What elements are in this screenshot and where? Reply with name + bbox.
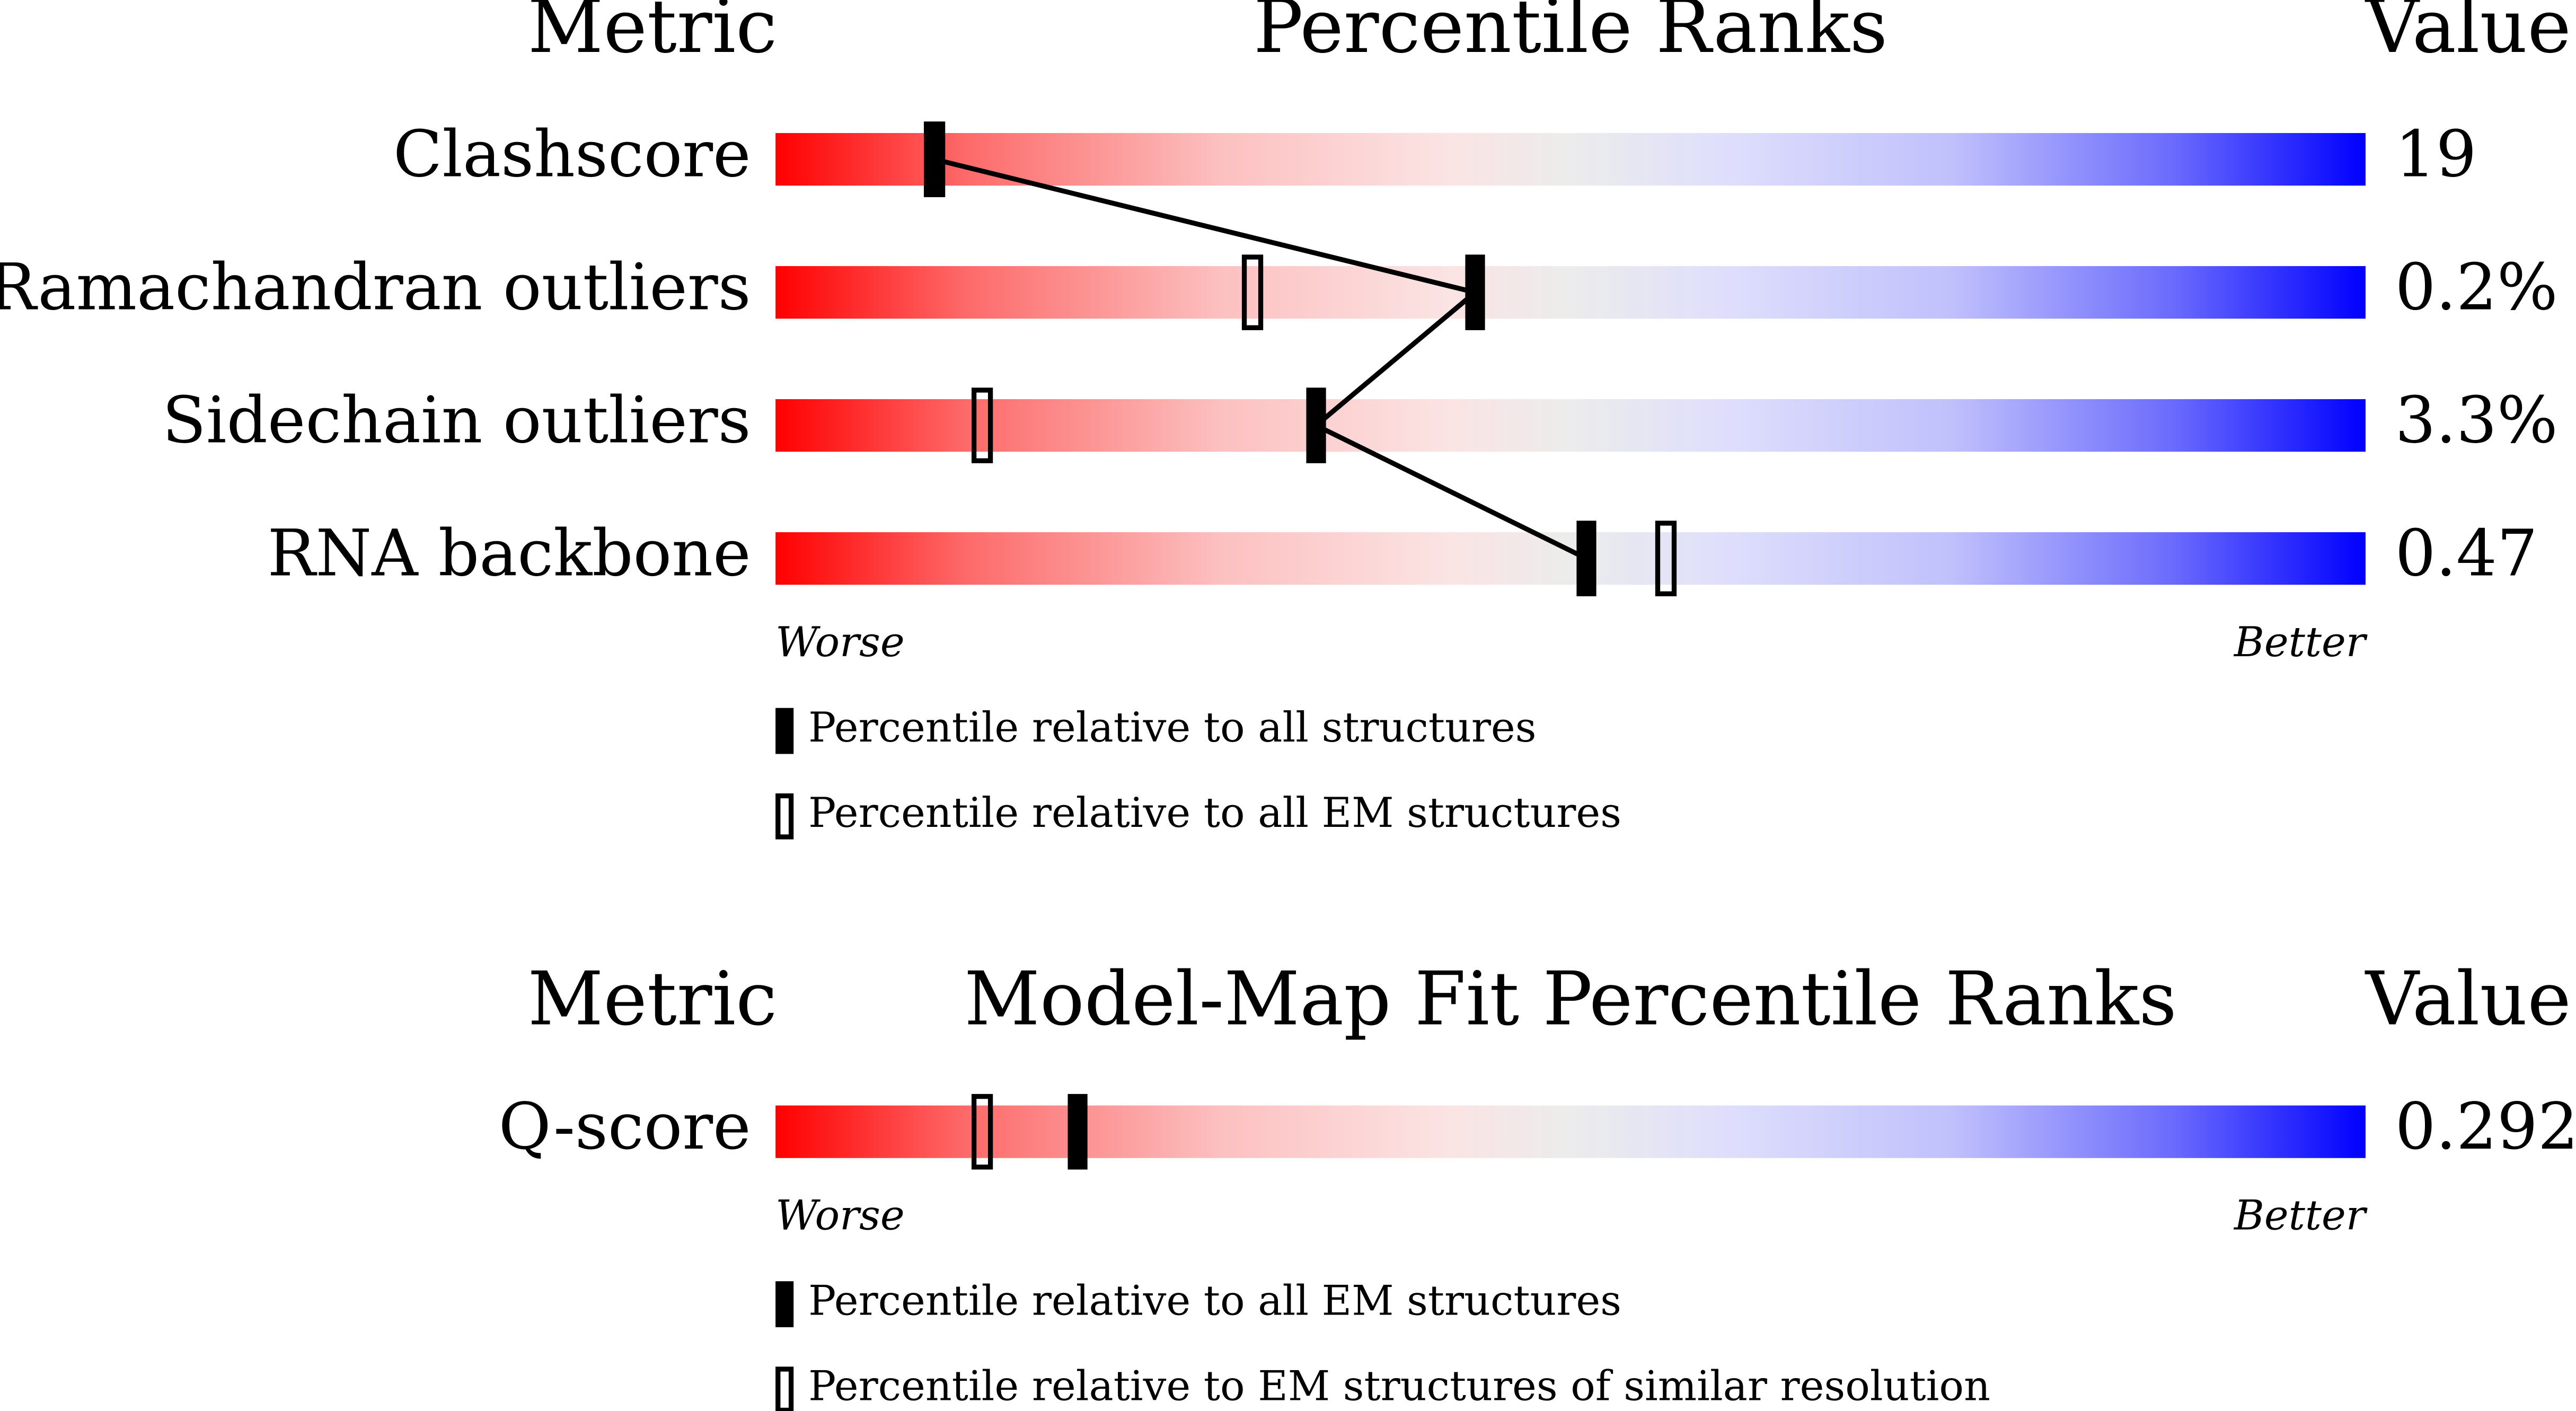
slider-bar bbox=[775, 532, 2366, 585]
marker-open bbox=[1241, 254, 1264, 330]
axis-high-label: Better bbox=[2233, 619, 2368, 666]
metric-value: 0.2% bbox=[2395, 250, 2558, 324]
metric-label: Ramachandran outliers bbox=[0, 250, 751, 324]
axis-low-label: Worse bbox=[775, 1192, 905, 1239]
marker-open bbox=[971, 1093, 993, 1170]
slider-bar bbox=[775, 266, 2366, 319]
header-value: Value bbox=[2365, 0, 2571, 69]
metric-label: RNA backbone bbox=[267, 516, 751, 590]
legend-label: Percentile relative to all structures bbox=[808, 704, 1536, 752]
legend-marker-filled bbox=[775, 1281, 794, 1327]
metric-value: 0.47 bbox=[2395, 516, 2538, 590]
marker-filled bbox=[1465, 254, 1485, 330]
legend-marker-open bbox=[775, 793, 794, 840]
marker-open bbox=[971, 387, 993, 463]
metric-value: 3.3% bbox=[2395, 383, 2558, 457]
legend-label: Percentile relative to EM structures of … bbox=[808, 1363, 1990, 1410]
marker-filled bbox=[1068, 1093, 1088, 1170]
metric-label: Sidechain outliers bbox=[162, 383, 751, 457]
metric-label: Q-score bbox=[499, 1089, 751, 1164]
header-title: Percentile Ranks bbox=[1254, 0, 1887, 69]
marker-filled bbox=[1306, 387, 1326, 463]
legend-marker-open bbox=[775, 1366, 794, 1411]
legend-label: Percentile relative to all EM structures bbox=[808, 789, 1621, 837]
metric-value: 19 bbox=[2395, 117, 2477, 191]
header-metric: Metric bbox=[528, 956, 778, 1042]
header-metric: Metric bbox=[528, 0, 778, 69]
connector-line bbox=[933, 157, 1588, 561]
marker-filled bbox=[1576, 521, 1596, 596]
metric-value: 0.292 bbox=[2395, 1089, 2576, 1164]
axis-low-label: Worse bbox=[775, 619, 905, 666]
legend-marker-filled bbox=[775, 708, 794, 754]
legend-label: Percentile relative to all EM structures bbox=[808, 1277, 1621, 1325]
header-value: Value bbox=[2365, 956, 2571, 1042]
header-title: Model-Map Fit Percentile Ranks bbox=[964, 956, 2177, 1042]
metric-label: Clashscore bbox=[393, 117, 751, 191]
marker-open bbox=[923, 121, 946, 197]
slider-bar bbox=[775, 133, 2366, 186]
slider-bar bbox=[775, 399, 2366, 452]
slider-bar bbox=[775, 1105, 2366, 1158]
axis-high-label: Better bbox=[2233, 1192, 2368, 1239]
marker-open bbox=[1655, 521, 1677, 596]
